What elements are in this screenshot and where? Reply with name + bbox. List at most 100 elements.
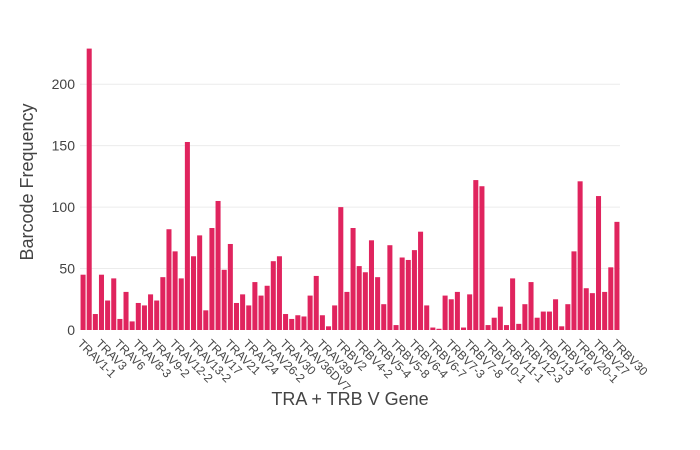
- bar: [510, 278, 516, 330]
- bar: [559, 326, 565, 330]
- bar: [215, 200, 221, 330]
- y-tick-label: 100: [52, 199, 76, 215]
- bar: [123, 291, 129, 330]
- y-axis-title: Barcode Frequency: [17, 103, 37, 260]
- bar: [295, 315, 301, 330]
- bar: [589, 293, 595, 330]
- bar: [497, 306, 503, 330]
- bar: [240, 294, 246, 330]
- bar: [516, 323, 522, 330]
- bar: [375, 277, 381, 330]
- bar: [454, 291, 460, 330]
- bar: [350, 228, 356, 330]
- bar: [534, 317, 540, 330]
- bar: [270, 261, 276, 330]
- bar: [154, 300, 160, 330]
- gridlines: [80, 83, 620, 270]
- bar: [197, 235, 203, 330]
- bar: [442, 295, 448, 330]
- bar: [411, 250, 417, 330]
- bar: [546, 311, 552, 330]
- bar: [148, 294, 154, 330]
- bar: [485, 325, 491, 330]
- bar: [387, 245, 393, 330]
- bar: [528, 282, 534, 330]
- bar: [424, 305, 430, 330]
- bar: [571, 251, 577, 330]
- bar: [313, 275, 319, 330]
- bar: [448, 299, 454, 330]
- bar: [264, 285, 270, 330]
- y-tick-label: 50: [59, 261, 75, 277]
- bar: [117, 318, 123, 330]
- bar: [86, 48, 92, 330]
- bar: [356, 266, 362, 330]
- bar: [540, 311, 546, 330]
- bar: [301, 316, 307, 330]
- bar: [461, 327, 467, 330]
- bar: [258, 295, 264, 330]
- bars: [80, 48, 620, 330]
- x-axis-title: TRA + TRB V Gene: [271, 389, 428, 409]
- bar: [319, 315, 325, 330]
- bar: [577, 181, 583, 330]
- bar: [166, 229, 172, 330]
- bar: [92, 314, 98, 330]
- bar: [184, 141, 190, 330]
- bar: [135, 302, 141, 330]
- bar: [111, 278, 117, 330]
- bar: [503, 325, 509, 330]
- bar: [307, 295, 313, 330]
- bar: [276, 256, 282, 330]
- bar: [491, 317, 497, 330]
- bar: [227, 243, 233, 330]
- bar: [338, 207, 344, 330]
- bar: [368, 240, 374, 330]
- bar: [252, 282, 258, 330]
- y-tick-label: 150: [52, 138, 76, 154]
- bar: [332, 305, 338, 330]
- bar: [105, 300, 111, 330]
- bar: [221, 269, 227, 330]
- bar: [283, 314, 289, 330]
- bar: [436, 328, 442, 330]
- y-tick-label: 200: [52, 76, 76, 92]
- x-axis-ticks: TRAV1-1TRAV3TRAV6TRAV8-3TRAV9-2TRAV12-2T…: [75, 336, 651, 394]
- bar: [596, 196, 602, 330]
- bar: [522, 304, 528, 330]
- bar: [602, 291, 608, 330]
- bar: [129, 321, 135, 330]
- bar: [98, 274, 104, 330]
- bar: [203, 310, 209, 330]
- bar: [430, 327, 436, 330]
- bar: [418, 231, 424, 330]
- bar: [467, 294, 473, 330]
- bar: [473, 180, 479, 330]
- bar: [326, 326, 332, 330]
- bar: [191, 256, 197, 330]
- bar: [160, 277, 166, 330]
- bar: [141, 305, 147, 330]
- bar: [289, 318, 295, 330]
- bar: [565, 304, 571, 330]
- bar: [172, 251, 178, 330]
- bar: [80, 274, 86, 330]
- bar: [393, 325, 399, 330]
- bar: [233, 302, 239, 330]
- bar: [399, 257, 405, 330]
- bar: [344, 291, 350, 330]
- bar: [246, 305, 252, 330]
- y-tick-label: 0: [67, 322, 75, 338]
- bar: [553, 299, 559, 330]
- bar: [479, 186, 485, 330]
- bar: [614, 221, 620, 330]
- y-axis-ticks: 0 50 100 150 200: [52, 76, 76, 338]
- bar: [178, 278, 184, 330]
- bar: [405, 259, 411, 330]
- bar: [608, 267, 614, 330]
- bar: [362, 272, 368, 330]
- bar: [583, 288, 589, 330]
- bar: [209, 228, 215, 330]
